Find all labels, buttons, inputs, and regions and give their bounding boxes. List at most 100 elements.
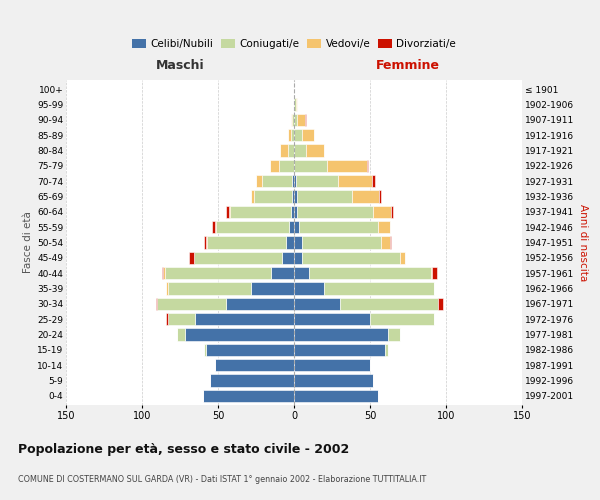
- Bar: [185, 328, 294, 340]
- Y-axis label: Fasce di età: Fasce di età: [23, 212, 33, 274]
- Legend: Celibi/Nubili, Coniugati/e, Vedovi/e, Divorziati/e: Celibi/Nubili, Coniugati/e, Vedovi/e, Di…: [128, 35, 460, 53]
- Bar: [286, 236, 294, 248]
- Bar: [292, 114, 294, 126]
- Bar: [294, 298, 340, 310]
- Bar: [380, 236, 390, 248]
- Bar: [208, 236, 286, 248]
- Bar: [256, 175, 262, 188]
- Bar: [297, 206, 373, 218]
- Bar: [391, 206, 393, 218]
- Bar: [212, 221, 215, 234]
- Bar: [206, 236, 208, 248]
- Bar: [296, 175, 338, 188]
- Bar: [294, 252, 302, 264]
- Bar: [305, 114, 306, 126]
- Bar: [279, 160, 294, 172]
- Bar: [205, 344, 206, 356]
- Bar: [280, 144, 288, 156]
- Bar: [294, 175, 296, 188]
- Bar: [226, 298, 294, 310]
- Bar: [288, 144, 294, 156]
- Bar: [373, 206, 391, 218]
- Bar: [226, 206, 229, 218]
- Bar: [165, 267, 271, 280]
- Bar: [215, 221, 217, 234]
- Bar: [302, 236, 380, 248]
- Bar: [203, 390, 294, 402]
- Bar: [294, 144, 306, 156]
- Bar: [194, 252, 282, 264]
- Bar: [385, 344, 388, 356]
- Bar: [338, 175, 371, 188]
- Bar: [177, 328, 185, 340]
- Bar: [294, 374, 373, 386]
- Bar: [340, 298, 439, 310]
- Bar: [294, 344, 385, 356]
- Bar: [157, 298, 226, 310]
- Bar: [371, 175, 374, 188]
- Bar: [251, 282, 294, 294]
- Bar: [377, 221, 390, 234]
- Bar: [166, 282, 168, 294]
- Bar: [294, 221, 299, 234]
- Bar: [288, 129, 291, 141]
- Bar: [195, 313, 294, 326]
- Bar: [294, 206, 297, 218]
- Bar: [431, 267, 433, 280]
- Bar: [297, 114, 305, 126]
- Bar: [309, 267, 431, 280]
- Bar: [217, 221, 289, 234]
- Bar: [433, 267, 437, 280]
- Bar: [189, 252, 194, 264]
- Y-axis label: Anni di nascita: Anni di nascita: [578, 204, 588, 281]
- Bar: [211, 374, 294, 386]
- Bar: [282, 252, 294, 264]
- Bar: [163, 267, 165, 280]
- Bar: [229, 206, 230, 218]
- Bar: [215, 359, 294, 372]
- Bar: [379, 190, 380, 202]
- Bar: [291, 114, 292, 126]
- Bar: [205, 236, 206, 248]
- Bar: [294, 390, 377, 402]
- Bar: [328, 160, 367, 172]
- Bar: [206, 344, 294, 356]
- Bar: [294, 267, 309, 280]
- Text: COMUNE DI COSTERMANO SUL GARDA (VR) - Dati ISTAT 1° gennaio 2002 - Elaborazione : COMUNE DI COSTERMANO SUL GARDA (VR) - Da…: [18, 475, 426, 484]
- Bar: [291, 129, 294, 141]
- Bar: [294, 98, 296, 110]
- Bar: [390, 236, 391, 248]
- Bar: [291, 206, 294, 218]
- Bar: [370, 313, 434, 326]
- Bar: [251, 190, 254, 202]
- Bar: [439, 298, 443, 310]
- Bar: [292, 190, 294, 202]
- Bar: [269, 160, 279, 172]
- Bar: [168, 282, 251, 294]
- Bar: [230, 206, 291, 218]
- Bar: [155, 298, 157, 310]
- Bar: [292, 175, 294, 188]
- Bar: [296, 98, 297, 110]
- Bar: [271, 267, 294, 280]
- Bar: [297, 190, 352, 202]
- Bar: [166, 313, 168, 326]
- Bar: [299, 221, 377, 234]
- Text: Maschi: Maschi: [155, 58, 205, 71]
- Bar: [302, 129, 314, 141]
- Bar: [294, 190, 297, 202]
- Bar: [294, 236, 302, 248]
- Bar: [294, 129, 302, 141]
- Bar: [162, 267, 163, 280]
- Bar: [262, 175, 292, 188]
- Bar: [294, 160, 328, 172]
- Bar: [289, 221, 294, 234]
- Bar: [294, 282, 325, 294]
- Text: Popolazione per età, sesso e stato civile - 2002: Popolazione per età, sesso e stato civil…: [18, 442, 349, 456]
- Bar: [294, 328, 388, 340]
- Bar: [254, 190, 292, 202]
- Bar: [400, 252, 405, 264]
- Text: Femmine: Femmine: [376, 58, 440, 71]
- Bar: [302, 252, 400, 264]
- Bar: [306, 144, 325, 156]
